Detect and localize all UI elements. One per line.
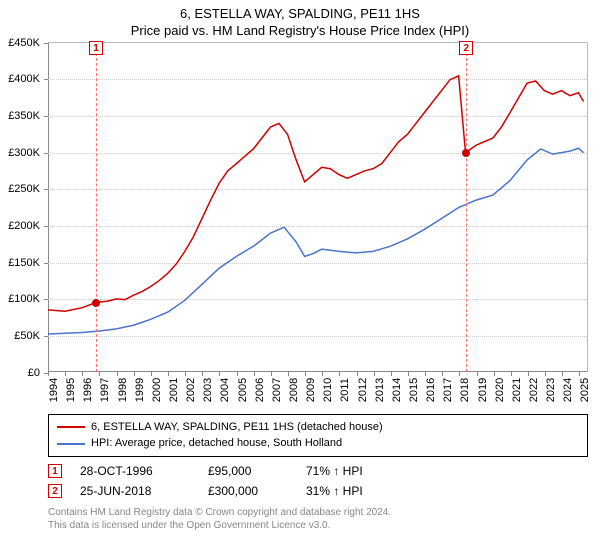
x-tick-label: 2020: [494, 378, 506, 402]
marker-box: 1: [89, 41, 103, 55]
sale-pct: 31% ↑ HPI: [306, 481, 363, 501]
y-tick-label: £450K: [8, 37, 40, 49]
marker-line: [96, 43, 97, 372]
x-axis: 1994 1995 1996 1997 1998 1999 2000 2001 2002 2003…: [48, 372, 588, 412]
y-tick-label: £300K: [8, 147, 40, 159]
x-tick-label: 2012: [357, 378, 369, 402]
line-series: [48, 43, 587, 372]
marker-box: 2: [459, 41, 473, 55]
y-tick-label: £100K: [8, 293, 40, 305]
legend-swatch: [57, 426, 85, 428]
legend-label: 6, ESTELLA WAY, SPALDING, PE11 1HS (deta…: [91, 419, 383, 436]
x-tick-label: 2004: [219, 378, 231, 402]
x-tick-label: 2023: [545, 378, 557, 402]
sale-rows: 1 28-OCT-1996 £95,000 71% ↑ HPI 2 25-JUN-2018…: [48, 461, 588, 502]
sale-number-box: 2: [48, 484, 62, 498]
legend-label: HPI: Average price, detached house, Sout…: [91, 435, 342, 452]
title-block: 6, ESTELLA WAY, SPALDING, PE11 1HS Price…: [0, 0, 600, 42]
sale-row: 1 28-OCT-1996 £95,000 71% ↑ HPI: [48, 461, 588, 481]
sale-price: £95,000: [208, 461, 288, 481]
series-hpi: [48, 148, 584, 334]
legend-swatch: [57, 443, 85, 445]
sale-number-box: 1: [48, 464, 62, 478]
y-tick-label: £250K: [8, 183, 40, 195]
series-price_paid: [48, 76, 584, 311]
y-tick-label: £0: [28, 367, 40, 379]
sale-date: 28-OCT-1996: [80, 461, 190, 481]
y-tick-label: £350K: [8, 110, 40, 122]
x-tick-label: 2011: [339, 378, 351, 402]
y-axis: £0£50K£100K£150K£200K£250K£300K£350K£400…: [0, 43, 44, 373]
marker-dot: [462, 149, 470, 157]
legend: 6, ESTELLA WAY, SPALDING, PE11 1HS (deta…: [48, 414, 588, 457]
sale-date: 25-JUN-2018: [80, 481, 190, 501]
x-tick-label: 2008: [288, 378, 300, 402]
footer-line-2: This data is licensed under the Open Gov…: [48, 519, 588, 532]
x-tick-label: 2010: [322, 378, 334, 402]
x-tick-label: 2015: [408, 378, 420, 402]
x-tick-label: 2009: [305, 378, 317, 402]
marker-dot: [92, 299, 100, 307]
sale-pct: 71% ↑ HPI: [306, 461, 363, 481]
x-tick-label: 1997: [99, 378, 111, 402]
x-tick-label: 1998: [117, 378, 129, 402]
x-tick-label: 2000: [151, 378, 163, 402]
plot-region: £0£50K£100K£150K£200K£250K£300K£350K£400…: [48, 42, 588, 372]
y-tick-label: £200K: [8, 220, 40, 232]
sale-row: 2 25-JUN-2018 £300,000 31% ↑ HPI: [48, 481, 588, 501]
legend-row: HPI: Average price, detached house, Sout…: [57, 435, 579, 452]
x-tick-label: 2005: [237, 378, 249, 402]
x-tick-label: 1994: [48, 378, 60, 402]
x-tick-label: 1996: [82, 378, 94, 402]
y-tick-label: £400K: [8, 73, 40, 85]
title-sub: Price paid vs. HM Land Registry's House …: [0, 23, 600, 40]
x-tick-label: 2019: [477, 378, 489, 402]
x-tick-label: 2021: [511, 378, 523, 402]
title-main: 6, ESTELLA WAY, SPALDING, PE11 1HS: [0, 6, 600, 23]
x-tick-label: 2013: [374, 378, 386, 402]
chart-container: 6, ESTELLA WAY, SPALDING, PE11 1HS Price…: [0, 0, 600, 560]
marker-line: [466, 43, 467, 372]
footer: Contains HM Land Registry data © Crown c…: [48, 506, 588, 532]
y-tick-label: £50K: [14, 330, 40, 342]
x-tick-label: 2022: [528, 378, 540, 402]
chart-area: £0£50K£100K£150K£200K£250K£300K£350K£400…: [48, 42, 588, 412]
y-tick-label: £150K: [8, 257, 40, 269]
x-tick-label: 2006: [254, 378, 266, 402]
x-tick-label: 1995: [65, 378, 77, 402]
x-tick-label: 2007: [271, 378, 283, 402]
x-tick-label: 2018: [459, 378, 471, 402]
x-tick-label: 2014: [391, 378, 403, 402]
x-tick-label: 2003: [202, 378, 214, 402]
x-tick-label: 2001: [168, 378, 180, 402]
sale-price: £300,000: [208, 481, 288, 501]
x-tick-label: 2024: [562, 378, 574, 402]
legend-row: 6, ESTELLA WAY, SPALDING, PE11 1HS (deta…: [57, 419, 579, 436]
x-tick-label: 2017: [442, 378, 454, 402]
x-tick-label: 1999: [134, 378, 146, 402]
x-tick-label: 2025: [579, 378, 591, 402]
footer-line-1: Contains HM Land Registry data © Crown c…: [48, 506, 588, 519]
x-tick-label: 2016: [425, 378, 437, 402]
x-tick-label: 2002: [185, 378, 197, 402]
